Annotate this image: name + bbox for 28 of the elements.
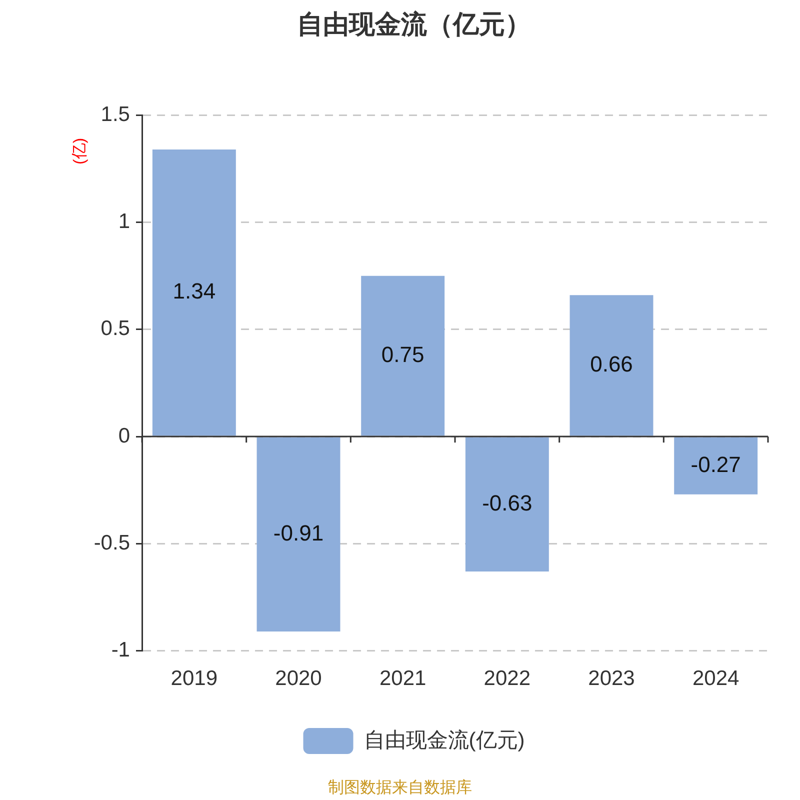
data-label: 0.75 — [381, 342, 424, 367]
data-label: 0.66 — [590, 352, 633, 377]
y-tick-label: 1.5 — [100, 102, 130, 126]
y-axis-title: (亿) — [71, 138, 88, 165]
data-label: -0.63 — [482, 490, 532, 516]
legend-label: 自由现金流(亿元) — [364, 728, 525, 752]
y-tick-label: 1 — [118, 210, 130, 234]
x-tick-label: 2020 — [275, 667, 322, 690]
y-tick-label: 0 — [118, 424, 130, 448]
y-tick-label: -0.5 — [94, 531, 130, 554]
bar — [152, 149, 236, 436]
y-tick-label: 0.5 — [100, 317, 130, 340]
data-label: -0.27 — [690, 452, 741, 477]
chart-title: 自由现金流（亿元） — [297, 8, 531, 39]
bar — [674, 437, 758, 494]
x-tick-label: 2019 — [170, 667, 218, 690]
bar — [256, 437, 340, 632]
x-tick-label: 2022 — [484, 667, 531, 690]
bar — [570, 295, 654, 436]
x-tick-label: 2024 — [692, 667, 740, 690]
data-label: -0.91 — [273, 520, 324, 546]
x-tick-label: 2021 — [379, 667, 426, 690]
bar — [361, 276, 445, 436]
text: 制图数据来自数据库 — [328, 778, 472, 796]
bar — [465, 437, 549, 572]
y-tick-label: -1 — [111, 638, 130, 662]
data-label: 1.34 — [172, 278, 216, 304]
x-tick-label: 2023 — [588, 667, 635, 690]
